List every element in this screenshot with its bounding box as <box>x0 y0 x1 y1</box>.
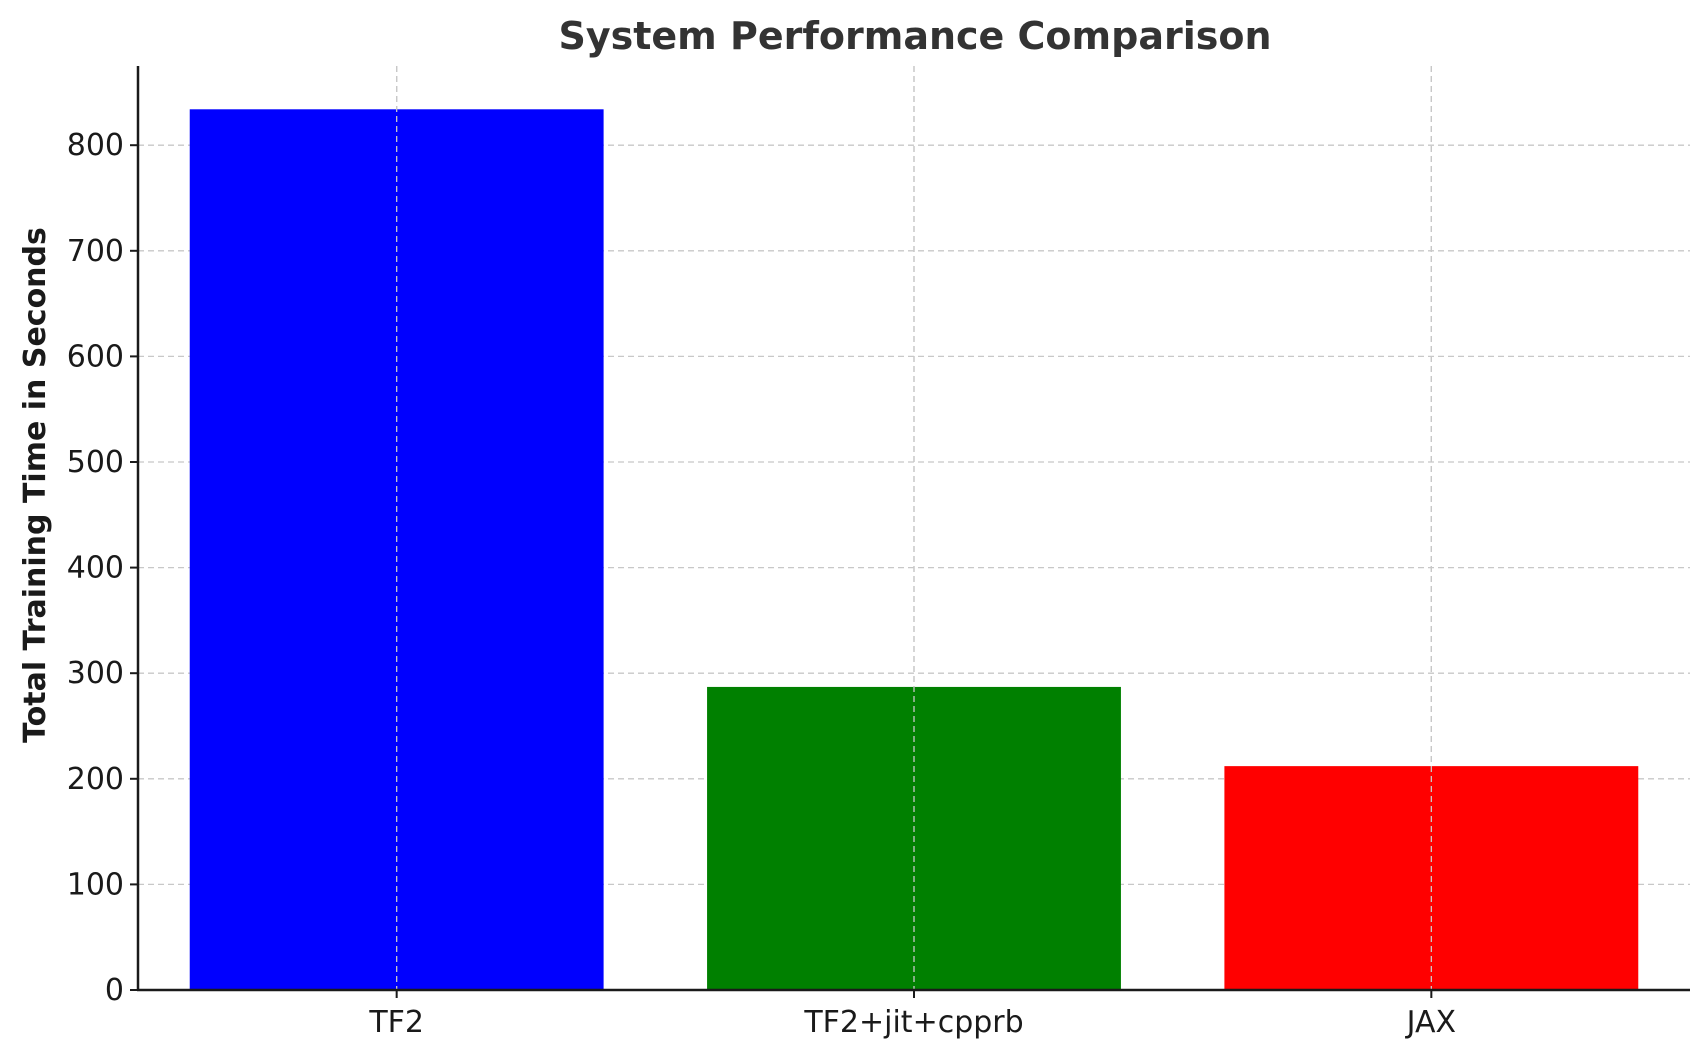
y-tick-label: 0 <box>105 973 124 1008</box>
y-tick-label: 200 <box>67 762 124 797</box>
x-tick-label: JAX <box>1405 1005 1456 1040</box>
bars <box>189 66 1639 990</box>
y-tick-label: 400 <box>67 551 124 586</box>
chart-title: System Performance Comparison <box>558 14 1271 58</box>
y-axis-label: Total Training Time in Seconds <box>18 227 53 743</box>
x-tick-label: TF2 <box>368 1005 424 1040</box>
y-tick-label: 300 <box>67 656 124 691</box>
y-tick-label: 500 <box>67 445 124 480</box>
y-tick-label: 800 <box>67 128 124 163</box>
y-tick-label: 100 <box>67 867 124 902</box>
x-tick-label: TF2+jit+cpprb <box>803 1005 1023 1040</box>
y-tick-label: 600 <box>67 339 124 374</box>
y-tick-label: 700 <box>67 234 124 269</box>
ticks: 0 100 200 300 400 500 600 700 800 TF2 TF2+jit+cppr… <box>67 128 1456 1040</box>
